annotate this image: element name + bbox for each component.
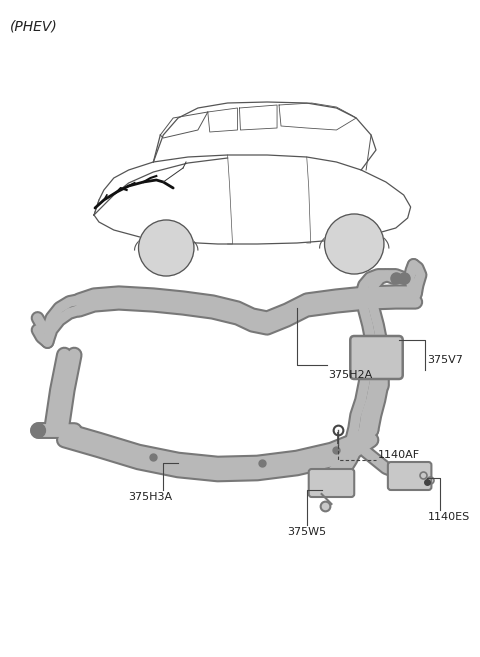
Circle shape	[324, 214, 384, 274]
FancyBboxPatch shape	[350, 336, 403, 379]
Circle shape	[139, 220, 194, 276]
Text: 375H3A: 375H3A	[129, 492, 173, 502]
FancyBboxPatch shape	[309, 469, 354, 497]
Text: 375H2A: 375H2A	[328, 370, 373, 380]
Text: 375W5: 375W5	[287, 527, 326, 537]
Text: 1140ES: 1140ES	[428, 512, 470, 522]
Text: 375V7: 375V7	[428, 355, 463, 365]
Text: 1140AF: 1140AF	[378, 450, 420, 460]
Text: (PHEV): (PHEV)	[10, 20, 58, 34]
FancyBboxPatch shape	[388, 462, 432, 490]
